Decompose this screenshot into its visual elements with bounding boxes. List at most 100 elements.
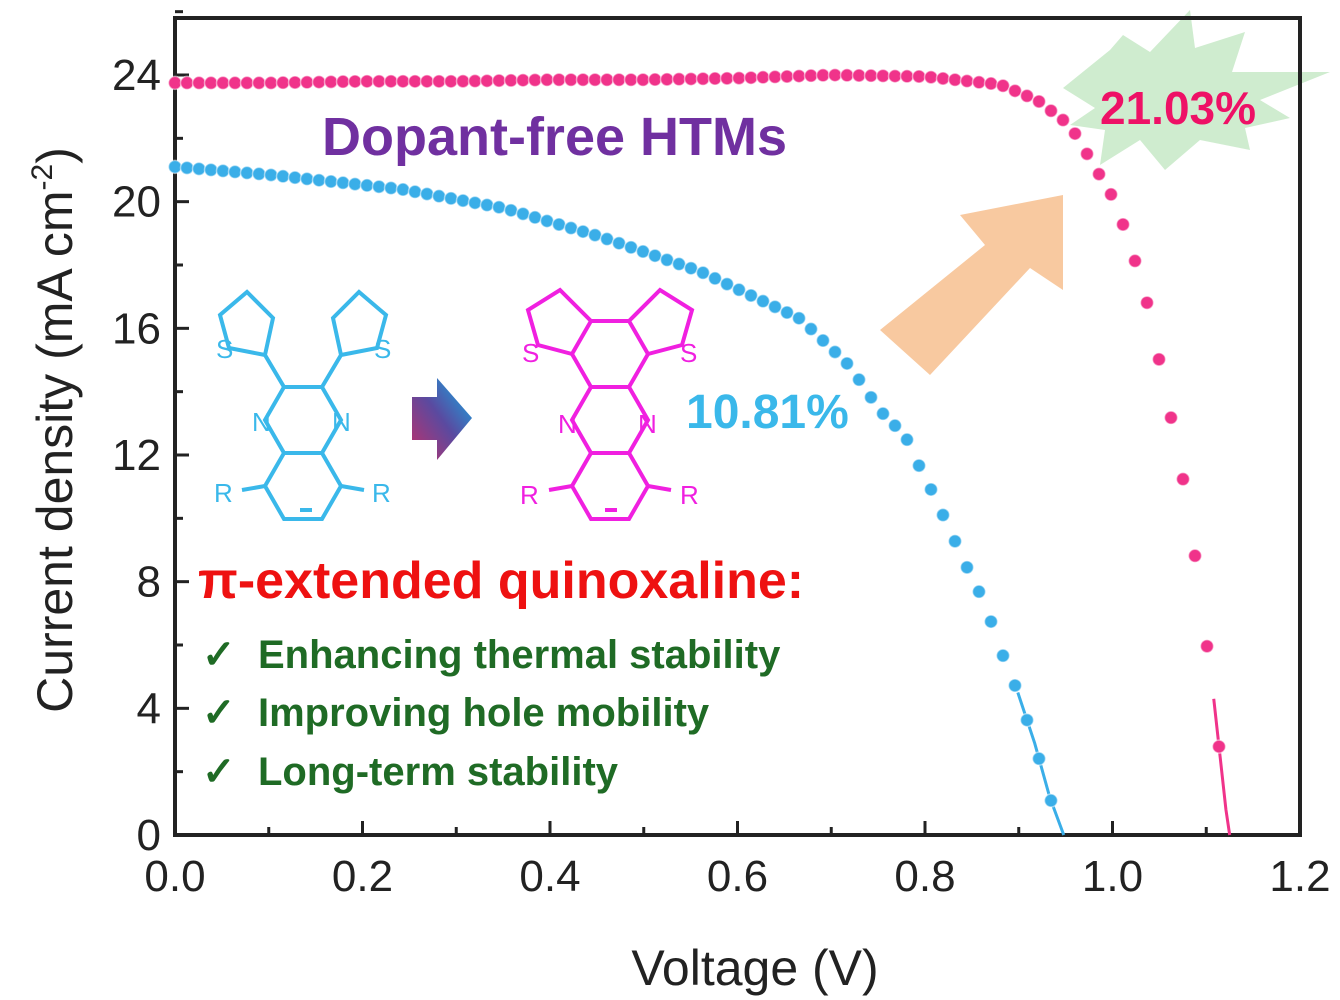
data-point xyxy=(1091,166,1107,182)
molecule-quinoxaline xyxy=(217,289,389,521)
data-point xyxy=(611,72,627,87)
check-icon: ✓ xyxy=(202,633,236,677)
data-point xyxy=(899,69,915,84)
data-point xyxy=(863,390,879,405)
data-point xyxy=(719,276,735,292)
atom-s: S xyxy=(374,334,391,364)
data-point xyxy=(383,74,399,89)
data-point xyxy=(419,186,435,202)
series-0 xyxy=(167,67,1232,836)
data-point xyxy=(887,68,903,84)
atom-s: S xyxy=(680,338,697,368)
data-point xyxy=(731,282,747,298)
data-point xyxy=(527,72,543,88)
data-point xyxy=(203,75,219,91)
bullet-text: Improving hole mobility xyxy=(258,691,710,735)
burst-shape xyxy=(1063,10,1330,170)
data-point xyxy=(755,293,771,309)
data-point xyxy=(1139,295,1155,310)
data-point xyxy=(1007,83,1023,99)
data-point xyxy=(443,191,459,206)
data-point xyxy=(647,248,663,263)
data-point xyxy=(707,271,723,286)
data-point xyxy=(851,372,867,387)
data-point xyxy=(707,71,723,86)
data-point xyxy=(923,69,939,85)
data-point xyxy=(491,73,507,88)
data-point xyxy=(311,172,327,188)
data-point xyxy=(347,74,363,89)
data-point xyxy=(719,71,735,86)
data-point xyxy=(863,68,879,83)
data-point xyxy=(659,252,675,268)
data-point xyxy=(947,72,963,87)
data-point xyxy=(1055,112,1071,128)
check-icon: ✓ xyxy=(202,750,236,794)
data-point xyxy=(779,69,795,84)
data-point xyxy=(323,74,339,90)
data-point xyxy=(1127,253,1143,269)
data-point xyxy=(251,166,267,182)
data-point xyxy=(179,75,195,91)
x-tick-label: 0.6 xyxy=(707,852,768,901)
data-point xyxy=(1067,126,1083,141)
data-point xyxy=(491,199,507,215)
y-axis-label: Current density (mA cm-2) xyxy=(26,147,83,713)
x-tick-label: 1.0 xyxy=(1082,852,1143,901)
data-point xyxy=(611,235,627,251)
pce-label-pink: 21.03% xyxy=(1100,82,1256,134)
data-point xyxy=(1103,187,1119,202)
data-point xyxy=(287,75,303,90)
atom-s: S xyxy=(522,338,539,368)
data-point xyxy=(827,344,843,360)
data-point xyxy=(431,74,447,89)
bullet-text: Enhancing thermal stability xyxy=(258,633,781,677)
data-point xyxy=(407,74,423,89)
data-point xyxy=(539,213,555,229)
data-point xyxy=(455,193,471,208)
data-point xyxy=(215,75,231,91)
x-tick-label: 1.2 xyxy=(1269,852,1330,901)
data-point xyxy=(167,75,183,91)
data-point xyxy=(791,68,807,84)
data-point xyxy=(983,76,999,91)
data-point xyxy=(455,73,471,89)
data-point xyxy=(395,74,411,89)
transform-arrow-icon xyxy=(412,378,472,460)
data-point xyxy=(839,68,855,83)
data-point xyxy=(335,175,351,191)
x-tick-label: 0.0 xyxy=(144,852,205,901)
data-point xyxy=(515,206,531,222)
data-point xyxy=(743,288,759,303)
data-point xyxy=(299,171,315,187)
data-point xyxy=(1211,739,1227,754)
data-point xyxy=(1007,678,1023,693)
data-point xyxy=(275,169,291,184)
data-point xyxy=(227,75,243,91)
data-point xyxy=(995,78,1011,94)
data-point xyxy=(1031,751,1047,766)
data-point xyxy=(347,176,363,192)
data-point xyxy=(815,68,831,83)
data-point xyxy=(911,69,927,84)
x-tick-label: 0.4 xyxy=(519,852,580,901)
data-point xyxy=(407,184,423,200)
data-point xyxy=(323,174,339,189)
data-point xyxy=(275,75,291,90)
data-point xyxy=(803,321,819,337)
data-point xyxy=(359,74,375,89)
data-point xyxy=(359,178,375,193)
data-point xyxy=(971,584,987,599)
molecule-pi-extended-quinoxaline xyxy=(525,287,695,521)
data-point xyxy=(1187,548,1203,564)
data-point xyxy=(299,75,315,90)
data-point xyxy=(1019,712,1035,728)
data-point xyxy=(1199,638,1215,654)
data-point xyxy=(287,170,303,185)
atom-r: R xyxy=(520,480,539,510)
data-point xyxy=(1031,94,1047,109)
y-axis-label-sup: -2 xyxy=(26,164,59,191)
data-point xyxy=(371,179,387,194)
atom-n: N xyxy=(332,407,351,437)
